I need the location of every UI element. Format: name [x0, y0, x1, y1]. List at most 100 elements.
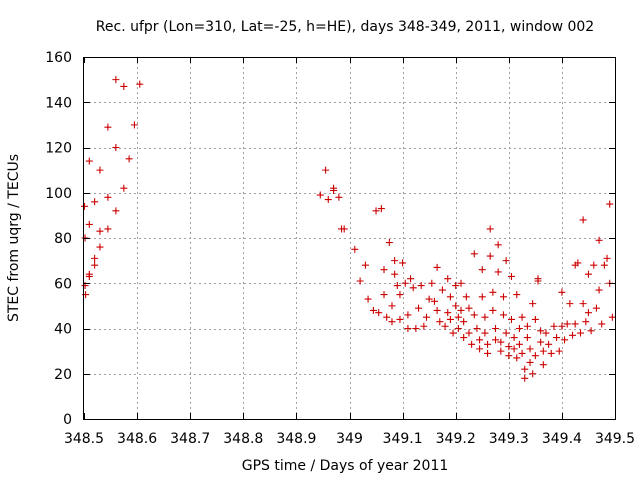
data-point [592, 304, 600, 312]
data-point [85, 157, 93, 165]
data-point [534, 277, 542, 285]
data-point [391, 270, 399, 278]
data-point [590, 261, 598, 269]
plot-frame [83, 57, 616, 420]
data-point [412, 325, 420, 332]
data-point [436, 318, 444, 326]
data-point [537, 327, 545, 335]
data-point [96, 243, 104, 251]
data-point [404, 311, 412, 319]
data-point [531, 315, 539, 323]
data-point [598, 320, 606, 328]
data-point [584, 309, 592, 317]
axis-ticks [84, 57, 616, 420]
data-point [112, 207, 120, 215]
data-point [576, 329, 584, 337]
data-point [81, 202, 89, 210]
grid [84, 57, 615, 419]
data-point [518, 313, 526, 321]
x-tick-label: 349.3 [489, 431, 529, 447]
data-point [388, 318, 396, 326]
data-point [579, 216, 587, 224]
data-point [444, 309, 452, 317]
data-point [330, 184, 338, 192]
data-point [468, 340, 476, 348]
data-point [515, 340, 523, 348]
chart-title: Rec. ufpr (Lon=310, Lat=-25, h=HE), days… [96, 19, 594, 35]
y-tick-label: 120 [45, 141, 72, 157]
data-point [553, 334, 561, 342]
data-point [393, 282, 401, 290]
data-point [377, 205, 385, 213]
data-point [521, 374, 529, 382]
data-point [515, 325, 523, 332]
data-point [505, 343, 513, 351]
data-point [415, 304, 423, 312]
data-point [563, 320, 571, 328]
data-point [438, 286, 446, 294]
data-point [571, 320, 579, 328]
data-point [404, 325, 412, 332]
data-point [120, 184, 128, 192]
data-point [574, 259, 582, 267]
data-point [380, 266, 388, 274]
data-point [542, 329, 550, 337]
y-tick-labels: 0 20 40 60 80 100 120 140 160 [45, 50, 72, 428]
data-point [513, 354, 521, 362]
data-point [582, 318, 590, 326]
data-point [91, 254, 99, 262]
data-point [499, 311, 507, 319]
data-point [489, 306, 497, 314]
data-point [584, 270, 592, 278]
data-point [539, 361, 547, 369]
y-axis-label: STEC from uqrg / TECUs [6, 154, 22, 322]
data-point [383, 313, 391, 321]
data-point [608, 313, 616, 321]
data-point [361, 261, 369, 269]
data-point [539, 347, 547, 355]
data-point [484, 349, 492, 357]
data-point [558, 288, 566, 296]
data-point [518, 349, 526, 357]
data-point [473, 325, 481, 332]
data-point [497, 347, 505, 355]
data-point [422, 313, 430, 321]
data-point [470, 311, 478, 319]
data-point [497, 338, 505, 346]
data-point [446, 315, 454, 323]
data-point [486, 252, 494, 260]
data-point [526, 345, 534, 353]
data-point [104, 123, 112, 131]
data-point [112, 76, 120, 84]
data-point [396, 291, 404, 299]
data-point [566, 300, 574, 308]
data-point [481, 313, 489, 321]
x-tick-label: 348.9 [276, 431, 316, 447]
data-point [430, 297, 438, 305]
data-point [510, 345, 518, 353]
data-point [420, 322, 428, 330]
data-point [462, 293, 470, 301]
x-axis-label: GPS time / Days of year 2011 [242, 458, 449, 474]
data-point [531, 352, 539, 360]
data-point [579, 300, 587, 308]
data-point [476, 345, 484, 353]
data-point [369, 306, 377, 314]
y-tick-label: 20 [54, 367, 72, 383]
data-point [481, 329, 489, 337]
data-point [449, 329, 457, 337]
data-point [470, 250, 478, 258]
data-point [130, 121, 138, 129]
data-point [600, 261, 608, 269]
data-point [547, 349, 555, 357]
data-point [356, 277, 364, 285]
data-point [91, 198, 99, 206]
data-point [372, 207, 380, 215]
data-point [499, 293, 507, 301]
y-tick-label: 160 [45, 50, 72, 66]
x-tick-label: 349 [336, 431, 363, 447]
data-point [380, 291, 388, 299]
data-point [484, 340, 492, 348]
data-point [465, 304, 473, 312]
